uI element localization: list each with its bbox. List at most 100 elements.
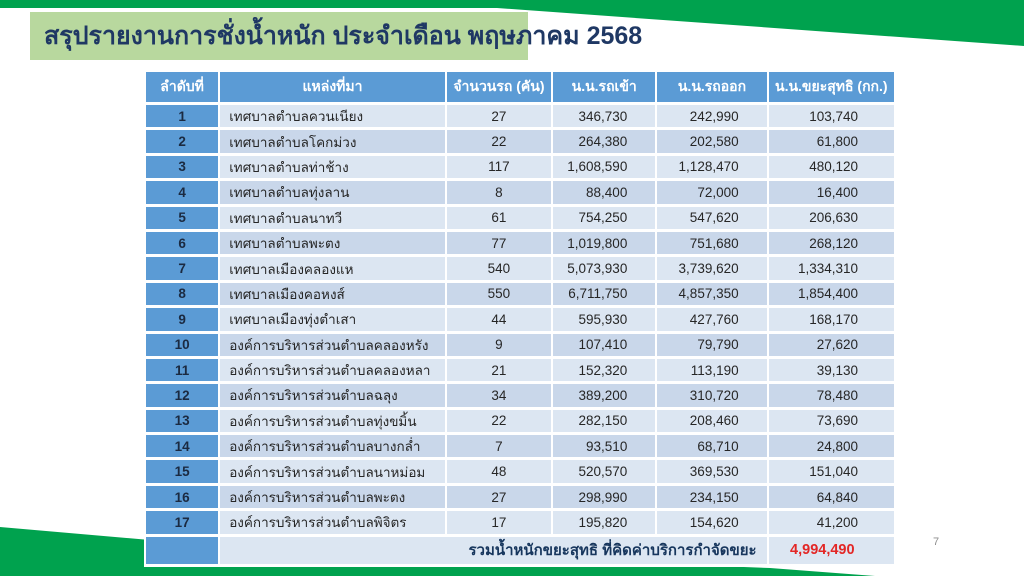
table-row: 15 องค์การบริหารส่วนตำบลนาหม่อม 48 520,570 3… (146, 460, 894, 483)
weight-in: 389,200 (553, 384, 656, 407)
total-row: รวมน้ำหนักขยะสุทธิ ที่คิดค่าบริการกำจัดข… (146, 536, 894, 564)
vehicle-count: 22 (446, 409, 552, 433)
weight-out: 113,190 (657, 358, 767, 382)
row-number: 2 (146, 130, 219, 153)
net-weight: 73,690 (768, 409, 894, 433)
weight-out: 234,150 (657, 485, 767, 509)
total-net-weight-value: 4,994,490 (768, 536, 894, 564)
row-number: 13 (146, 409, 219, 433)
weight-out: 3,739,620 (657, 257, 767, 280)
vehicle-count: 17 (446, 511, 552, 534)
row-number: 14 (146, 435, 219, 458)
weight-in: 520,570 (553, 460, 656, 483)
column-header-net-weight: น.น.ขยะสุทธิ (กก.) (768, 72, 894, 102)
net-weight: 39,130 (768, 358, 894, 382)
weight-in: 88,400 (553, 181, 656, 204)
vehicle-count: 27 (446, 485, 552, 509)
weight-out: 154,620 (657, 511, 767, 534)
source-name: องค์การบริหารส่วนตำบลนาหม่อม (220, 460, 445, 483)
row-number: 3 (146, 155, 219, 179)
weight-in: 6,711,750 (553, 282, 656, 306)
column-header-weight-in: น.น.รถเข้า (553, 72, 656, 102)
table-row: 7 เทศบาลเมืองคลองแห 540 5,073,930 3,739,620 1… (146, 257, 894, 280)
weight-in: 152,320 (553, 358, 656, 382)
source-name: เทศบาลตำบลนาทวี (220, 206, 445, 229)
page-number: 7 (933, 536, 940, 548)
table-row: 16 องค์การบริหารส่วนตำบลพะตง 27 298,990 234,… (146, 485, 894, 509)
column-header-source: แหล่งที่มา (220, 72, 445, 102)
row-number: 7 (146, 257, 219, 280)
row-number: 9 (146, 308, 219, 331)
source-name: องค์การบริหารส่วนตำบลทุ่งขมิ้น (220, 409, 445, 433)
table-row: 1 เทศบาลตำบลควนเนียง 27 346,730 242,990 103,7… (146, 105, 894, 128)
table-row: 2 เทศบาลตำบลโคกม่วง 22 264,380 202,580 61,800 (146, 130, 894, 153)
table-row: 10 องค์การบริหารส่วนตำบลคลองหรัง 9 107,410 7… (146, 333, 894, 356)
weight-out: 208,460 (657, 409, 767, 433)
column-header-index: ลำดับที่ (146, 72, 219, 102)
table-row: 6 เทศบาลตำบลพะตง 77 1,019,800 751,680 268,120 (146, 231, 894, 255)
weight-in: 5,073,930 (553, 257, 656, 280)
table-row: 13 องค์การบริหารส่วนตำบลทุ่งขมิ้น 22 282,15… (146, 409, 894, 433)
vehicle-count: 8 (446, 181, 552, 204)
table-header-row: ลำดับที่ แหล่งที่มา จำนวนรถ (คัน) น.น.รถ… (146, 72, 894, 102)
vehicle-count: 550 (446, 282, 552, 306)
vehicle-count: 540 (446, 257, 552, 280)
table-row: 11 องค์การบริหารส่วนตำบลคลองหลา 21 152,320 1… (146, 358, 894, 382)
source-name: เทศบาลตำบลโคกม่วง (220, 130, 445, 153)
vehicle-count: 44 (446, 308, 552, 331)
row-number: 4 (146, 181, 219, 204)
title-box: สรุปรายงานการชั่งน้ำหนัก ประจำเดือน พฤษภ… (30, 12, 642, 60)
source-name: เทศบาลตำบลพะตง (220, 231, 445, 255)
weight-out: 242,990 (657, 105, 767, 128)
vehicle-count: 117 (446, 155, 552, 179)
weight-out: 369,530 (657, 460, 767, 483)
weight-in: 195,820 (553, 511, 656, 534)
row-number: 8 (146, 282, 219, 306)
net-weight: 27,620 (768, 333, 894, 356)
row-number: 12 (146, 384, 219, 407)
weight-in: 1,019,800 (553, 231, 656, 255)
net-weight: 268,120 (768, 231, 894, 255)
net-weight: 206,630 (768, 206, 894, 229)
vehicle-count: 9 (446, 333, 552, 356)
row-number: 6 (146, 231, 219, 255)
weight-in: 282,150 (553, 409, 656, 433)
vehicle-count: 7 (446, 435, 552, 458)
source-name: องค์การบริหารส่วนตำบลคลองหลา (220, 358, 445, 382)
table-row: 3 เทศบาลตำบลท่าช้าง 117 1,608,590 1,128,470 4… (146, 155, 894, 179)
net-weight: 41,200 (768, 511, 894, 534)
source-name: เทศบาลเมืองคลองแห (220, 257, 445, 280)
source-name: เทศบาลตำบลท่าช้าง (220, 155, 445, 179)
weight-out: 1,128,470 (657, 155, 767, 179)
total-label: รวมน้ำหนักขยะสุทธิ ที่คิดค่าบริการกำจัดข… (220, 536, 767, 564)
net-weight: 168,170 (768, 308, 894, 331)
weight-in: 595,930 (553, 308, 656, 331)
column-header-weight-out: น.น.รถออก (657, 72, 767, 102)
page-title: สรุปรายงานการชั่งน้ำหนัก ประจำเดือน พฤษภ… (44, 22, 643, 50)
total-row-index-cell (146, 536, 219, 564)
table-row: 12 องค์การบริหารส่วนตำบลฉลุง 34 389,200 310,… (146, 384, 894, 407)
weight-in: 346,730 (553, 105, 656, 128)
weight-out: 310,720 (657, 384, 767, 407)
row-number: 17 (146, 511, 219, 534)
vehicle-count: 48 (446, 460, 552, 483)
weight-out: 751,680 (657, 231, 767, 255)
vehicle-count: 22 (446, 130, 552, 153)
weight-out: 68,710 (657, 435, 767, 458)
table-row: 5 เทศบาลตำบลนาทวี 61 754,250 547,620 206,630 (146, 206, 894, 229)
source-name: เทศบาลเมืองทุ่งตำเสา (220, 308, 445, 331)
net-weight: 78,480 (768, 384, 894, 407)
vehicle-count: 77 (446, 231, 552, 255)
source-name: องค์การบริหารส่วนตำบลพิจิตร (220, 511, 445, 534)
table-row: 8 เทศบาลเมืองคอหงส์ 550 6,711,750 4,857,350 1… (146, 282, 894, 306)
row-number: 5 (146, 206, 219, 229)
vehicle-count: 34 (446, 384, 552, 407)
source-name: องค์การบริหารส่วนตำบลฉลุง (220, 384, 445, 407)
net-weight: 61,800 (768, 130, 894, 153)
vehicle-count: 21 (446, 358, 552, 382)
table-row: 14 องค์การบริหารส่วนตำบลบางกล่ำ 7 93,510 68,… (146, 435, 894, 458)
table-row: 4 เทศบาลตำบลทุ่งลาน 8 88,400 72,000 16,400 (146, 181, 894, 204)
source-name: เทศบาลเมืองคอหงส์ (220, 282, 445, 306)
vehicle-count: 27 (446, 105, 552, 128)
